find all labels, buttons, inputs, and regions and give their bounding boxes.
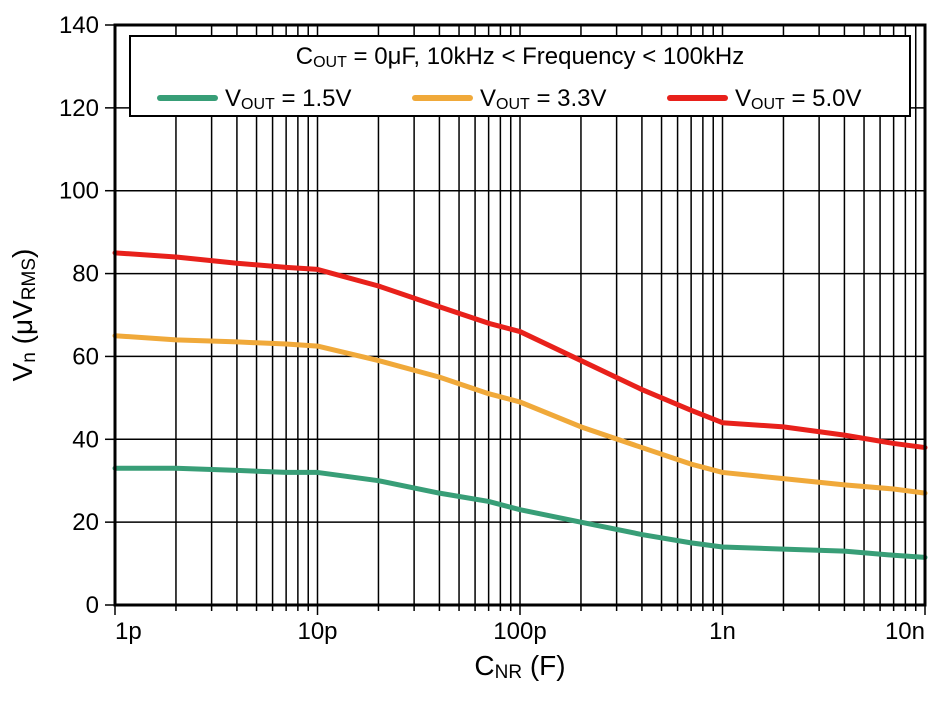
legend: COUT = 0μF, 10kHz < Frequency < 100kHzVO…: [130, 36, 910, 116]
line-chart: 1p 10p 100p 1n 10n 0 20 40 60 80 100 120 140 CNR (F) V…: [0, 0, 944, 701]
y-tick-label: 140: [59, 12, 99, 39]
x-tick-label: 10p: [297, 618, 337, 645]
chart-container: 1p 10p 100p 1n 10n 0 20 40 60 80 100 120 140 CNR (F) V…: [0, 0, 944, 701]
legend-conditions: COUT = 0μF, 10kHz < Frequency < 100kHz: [296, 43, 745, 71]
y-tick-label: 40: [72, 426, 99, 453]
y-tick-label: 60: [72, 343, 99, 370]
y-tick-label: 20: [72, 509, 99, 536]
x-tick-label: 1n: [709, 618, 736, 645]
x-axis-title: CNR (F): [474, 650, 565, 683]
y-tick-label: 120: [59, 95, 99, 122]
x-tick-label: 1p: [115, 618, 142, 645]
x-tick-label: 10n: [885, 618, 925, 645]
x-tick-label: 100p: [493, 618, 546, 645]
y-tick-label: 80: [72, 261, 99, 288]
y-tick-label: 0: [86, 592, 99, 619]
y-tick-label: 100: [59, 178, 99, 205]
y-axis-title: Vn (μVRMS): [7, 249, 40, 382]
